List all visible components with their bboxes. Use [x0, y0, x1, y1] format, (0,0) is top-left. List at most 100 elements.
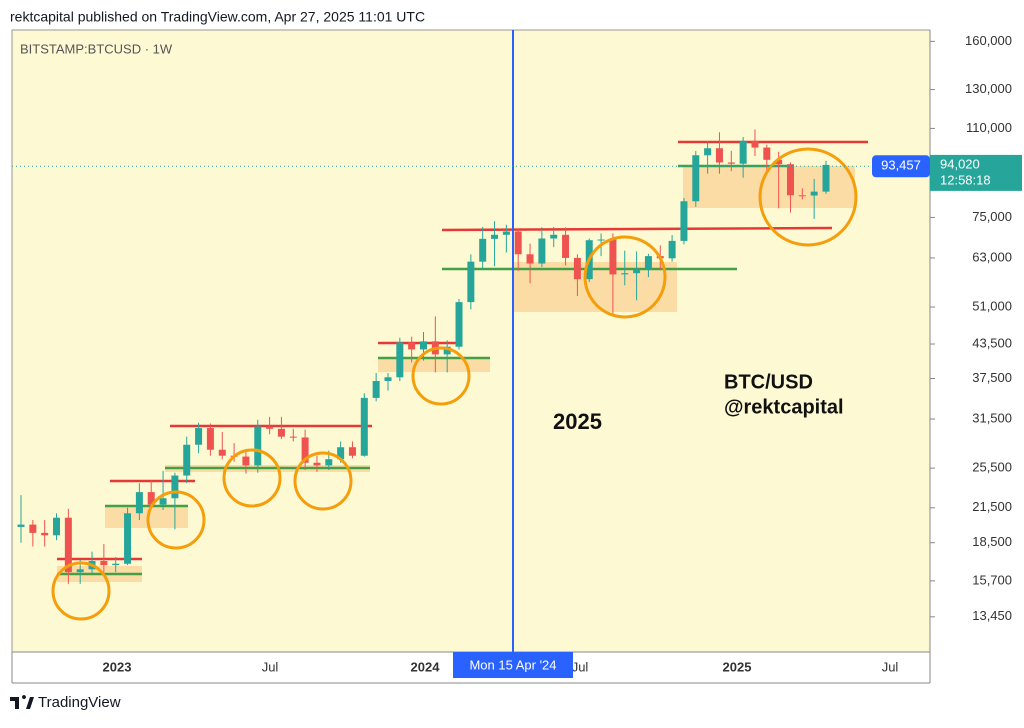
x-tick-label: Jul: [262, 659, 279, 674]
candle-body: [739, 140, 747, 164]
candle-body: [467, 261, 475, 303]
candle-body: [455, 302, 463, 347]
candle-body: [17, 524, 25, 527]
symbol-title: BITSTAMP:BTCUSD · 1W: [20, 41, 173, 56]
candle-body: [159, 498, 167, 505]
y-tick-label: 13,450: [972, 608, 1012, 623]
candle-body: [550, 234, 558, 239]
candle-body: [502, 231, 510, 235]
y-tick-label: 110,000: [966, 120, 1012, 135]
y-tick-label: 160,000: [965, 33, 1012, 48]
candle-body: [277, 428, 285, 437]
candle-body: [715, 148, 723, 163]
highlight-circle: [411, 346, 471, 406]
candle-body: [218, 449, 226, 456]
candle-body: [408, 342, 416, 350]
candle-body: [254, 426, 262, 466]
candle-body: [372, 381, 380, 398]
plot-area: [11, 29, 931, 653]
y-tick-label: 63,000: [972, 249, 1012, 264]
candle-body: [597, 239, 605, 241]
candle-body: [562, 234, 570, 258]
footer: TradingView: [38, 694, 121, 711]
countdown: 12:58:18: [940, 172, 991, 187]
candle-body: [420, 341, 427, 350]
zone: [105, 506, 188, 528]
highlight-circle: [583, 235, 667, 319]
candle-body: [727, 162, 735, 164]
candle-body: [798, 195, 806, 197]
candle-body: [810, 191, 818, 196]
candle-body: [514, 231, 522, 255]
last-price-label: 94,020: [940, 156, 980, 171]
candle-body: [609, 239, 617, 275]
candle-body: [337, 447, 345, 460]
candle-body: [786, 164, 794, 196]
y-tick-label: 31,500: [972, 410, 1012, 425]
candle-body: [313, 462, 321, 466]
y-tick-label: 43,500: [972, 335, 1012, 350]
x-tick-label: 2024: [411, 659, 441, 674]
candle-body: [76, 569, 84, 573]
crosshair-label-box: [453, 652, 573, 678]
candle-body: [443, 346, 451, 355]
candle-body: [491, 234, 499, 239]
candle-body: [147, 492, 155, 505]
candle-body: [301, 437, 309, 463]
x-tick-label: Jul: [572, 659, 589, 674]
candle-body: [822, 164, 830, 192]
highlight-circle: [146, 490, 206, 550]
candle-body: [633, 269, 641, 274]
price-label-box: [872, 155, 930, 178]
y-tick-label: 21,500: [972, 499, 1012, 514]
resistance-line: [441, 226, 833, 232]
y-tick-label: 37,500: [972, 370, 1012, 385]
candle-body: [289, 436, 297, 438]
candle-body: [396, 342, 404, 378]
header: rektcapital published on TradingView.com…: [10, 9, 425, 25]
candle-body: [242, 456, 250, 466]
y-tick-label: 18,500: [972, 534, 1012, 549]
y-tick-label: 25,500: [972, 460, 1012, 475]
last-price-box: [930, 154, 1022, 191]
x-tick-label: 2023: [103, 659, 132, 674]
tv-logo: [10, 695, 34, 709]
candle-body: [668, 240, 676, 259]
candle-body: [135, 492, 143, 514]
candle-body: [206, 428, 214, 450]
highlight-circle: [758, 147, 858, 247]
candle-body: [183, 444, 191, 476]
candle-body: [112, 563, 120, 566]
candle-body: [325, 459, 333, 466]
candle-body: [53, 517, 61, 536]
candle-body: [124, 513, 132, 564]
candle-body: [775, 159, 783, 165]
candle-body: [64, 517, 72, 573]
annotation-text: BTC/USD: [724, 371, 813, 393]
x-tick-label: 2025: [723, 659, 752, 674]
highlight-circle: [51, 561, 111, 621]
candle-body: [100, 561, 108, 566]
candle-body: [644, 256, 652, 270]
candle-body: [41, 532, 49, 536]
candle-body: [763, 147, 771, 160]
candle-body: [680, 201, 688, 241]
highlight-circle: [222, 448, 282, 508]
price-label: 93,457: [881, 158, 921, 173]
y-tick-label: 130,000: [965, 81, 1012, 96]
candle-body: [621, 273, 629, 275]
candle-body: [573, 257, 581, 280]
candle-body: [538, 238, 546, 264]
y-tick-label: 15,700: [972, 572, 1012, 587]
candle-body: [692, 155, 700, 202]
candle-body: [171, 475, 179, 499]
zone: [378, 358, 490, 372]
crosshair-label: Mon 15 Apr '24: [469, 657, 556, 672]
candle-body: [266, 426, 274, 429]
annotation-text: @rektcapital: [724, 396, 844, 418]
candle-body: [29, 524, 37, 533]
candle-body: [348, 447, 356, 456]
candle-body: [360, 397, 368, 456]
